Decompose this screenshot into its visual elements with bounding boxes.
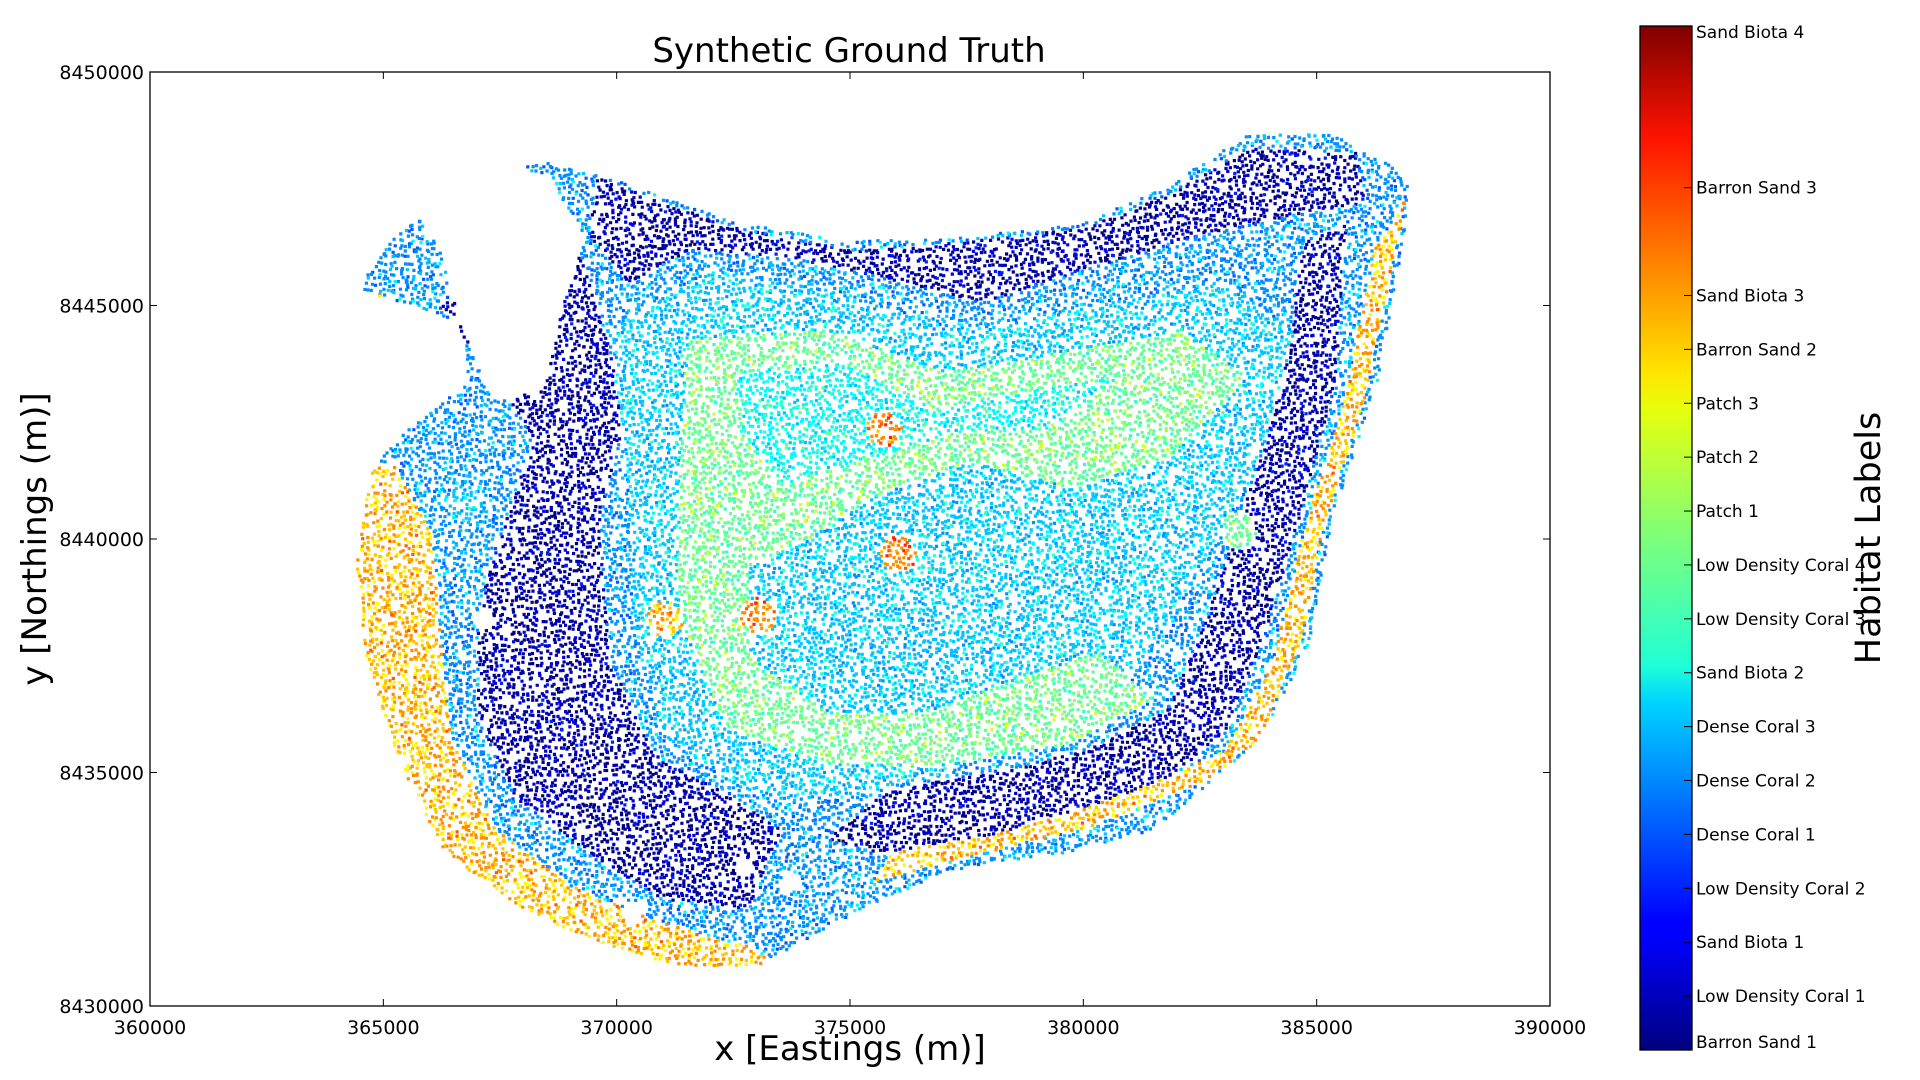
colorbar-tick-label: Sand Biota 4 bbox=[1696, 23, 1804, 43]
colorbar-tick-label: Sand Biota 3 bbox=[1696, 286, 1804, 306]
x-tick-label: 390000 bbox=[1514, 1017, 1587, 1039]
colorbar-tick-label: Patch 3 bbox=[1696, 394, 1759, 414]
colorbar-tick-label: Sand Biota 1 bbox=[1696, 933, 1804, 953]
y-axis-label: y [Northings (m)] bbox=[15, 392, 55, 685]
plot-area bbox=[149, 71, 1551, 1007]
x-tick-label: 360000 bbox=[114, 1017, 187, 1039]
colorbar: Barron Sand 1 Low Density Coral 1 Sand Bio… bbox=[1639, 23, 1866, 1053]
x-tick-label: 365000 bbox=[347, 1017, 420, 1039]
colorbar-tick-label: Patch 1 bbox=[1696, 502, 1759, 522]
x-tick-label: 375000 bbox=[814, 1017, 887, 1039]
x-tick-label: 370000 bbox=[580, 1017, 653, 1039]
colorbar-tick-label: Sand Biota 2 bbox=[1696, 664, 1804, 684]
colorbar-tick-label: Low Density Coral 3 bbox=[1696, 610, 1866, 630]
y-tick-label: 8445000 bbox=[59, 296, 144, 318]
colorbar-tick-label: Low Density Coral 2 bbox=[1696, 879, 1866, 899]
y-axis: 8430000 8435000 8440000 8445000 8450000 bbox=[59, 62, 1550, 1018]
x-tick-label: 385000 bbox=[1280, 1017, 1353, 1039]
scatter-series-label-4 bbox=[371, 137, 1407, 951]
x-tick-label: 380000 bbox=[1047, 1017, 1120, 1039]
colorbar-tick-label: Barron Sand 3 bbox=[1696, 179, 1817, 199]
scatter-series-label-11 bbox=[679, 333, 1235, 767]
colorbar-tick-label: Low Density Coral 4 bbox=[1696, 556, 1866, 576]
colorbar-label: Habitat Labels bbox=[1849, 412, 1889, 664]
colorbar-tick-label: Dense Coral 1 bbox=[1696, 825, 1816, 845]
x-axis-label: x [Eastings (m)] bbox=[714, 1029, 986, 1069]
y-tick-label: 8435000 bbox=[59, 763, 144, 785]
x-axis: 360000 365000 370000 375000 380000 385000 3900… bbox=[114, 72, 1587, 1039]
scatter-series-label-6 bbox=[366, 133, 1407, 953]
chart-title: Synthetic Ground Truth bbox=[652, 31, 1045, 71]
scatter-series-label-5 bbox=[363, 133, 1409, 959]
colorbar-tick-label: Dense Coral 2 bbox=[1696, 772, 1816, 792]
scatter-series-label-9 bbox=[677, 329, 1257, 767]
colorbar-tick-label: Barron Sand 1 bbox=[1696, 1033, 1817, 1053]
y-tick-label: 8430000 bbox=[59, 996, 144, 1018]
scatter-points bbox=[356, 133, 1409, 968]
colorbar-tick-label: Barron Sand 2 bbox=[1696, 340, 1817, 360]
colorbar-gradient bbox=[1639, 25, 1693, 1051]
colorbar-tick-label: Low Density Coral 1 bbox=[1696, 987, 1866, 1007]
colorbar-tick-label: Dense Coral 3 bbox=[1696, 718, 1816, 738]
y-tick-label: 8440000 bbox=[59, 529, 144, 551]
y-tick-label: 8450000 bbox=[59, 62, 144, 84]
colorbar-tick-label: Patch 2 bbox=[1696, 448, 1759, 468]
